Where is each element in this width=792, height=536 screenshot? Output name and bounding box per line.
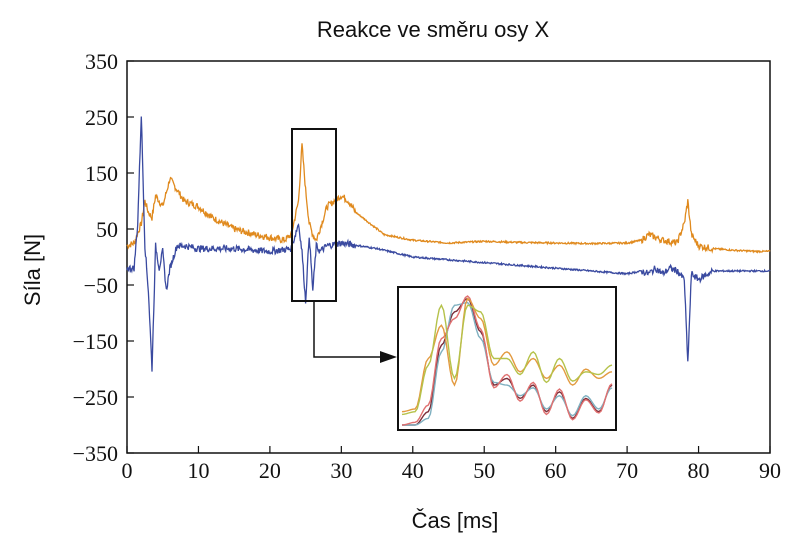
x-tick-label: 70 <box>616 458 638 483</box>
x-tick-label: 90 <box>759 458 781 483</box>
y-tick-label: −350 <box>73 441 118 466</box>
inset-line-2 <box>401 295 613 426</box>
y-axis-label: Síla [N] <box>20 234 45 306</box>
y-axis-ticks: 350 250 150 50 −50 −150 −250 −350 <box>73 49 134 466</box>
y-tick-label: 350 <box>85 49 118 74</box>
y-tick-label: −250 <box>73 385 118 410</box>
inset-series-layer <box>401 295 613 426</box>
x-tick-label: 10 <box>187 458 209 483</box>
x-axis-label: Čas [ms] <box>412 508 499 533</box>
y-tick-label: −50 <box>84 273 118 298</box>
zoom-arrow-line <box>313 301 392 358</box>
inset-line-4 <box>401 303 613 416</box>
y-tick-label: −150 <box>73 329 118 354</box>
x-tick-label: 30 <box>330 458 352 483</box>
y-tick-label: 250 <box>85 105 118 130</box>
x-tick-label: 80 <box>688 458 710 483</box>
x-tick-label: 40 <box>402 458 424 483</box>
series-line-1 <box>126 116 771 372</box>
inset-line-1 <box>402 301 613 426</box>
x-tick-label: 20 <box>259 458 281 483</box>
plot-frame <box>126 60 771 454</box>
x-tick-label: 60 <box>545 458 567 483</box>
x-tick-label: 0 <box>122 458 133 483</box>
series-line-0 <box>126 143 771 254</box>
x-axis-ticks: 0 10 20 30 40 50 60 70 80 90 <box>122 446 781 483</box>
y-tick-label: 150 <box>85 161 118 186</box>
y-tick-label: 50 <box>96 217 118 242</box>
chart-title: Reakce ve směru osy X <box>317 17 550 42</box>
inset-line-3 <box>401 297 613 413</box>
series-layer <box>126 116 771 372</box>
x-tick-label: 50 <box>473 458 495 483</box>
zoom-arrow-head <box>380 351 397 363</box>
